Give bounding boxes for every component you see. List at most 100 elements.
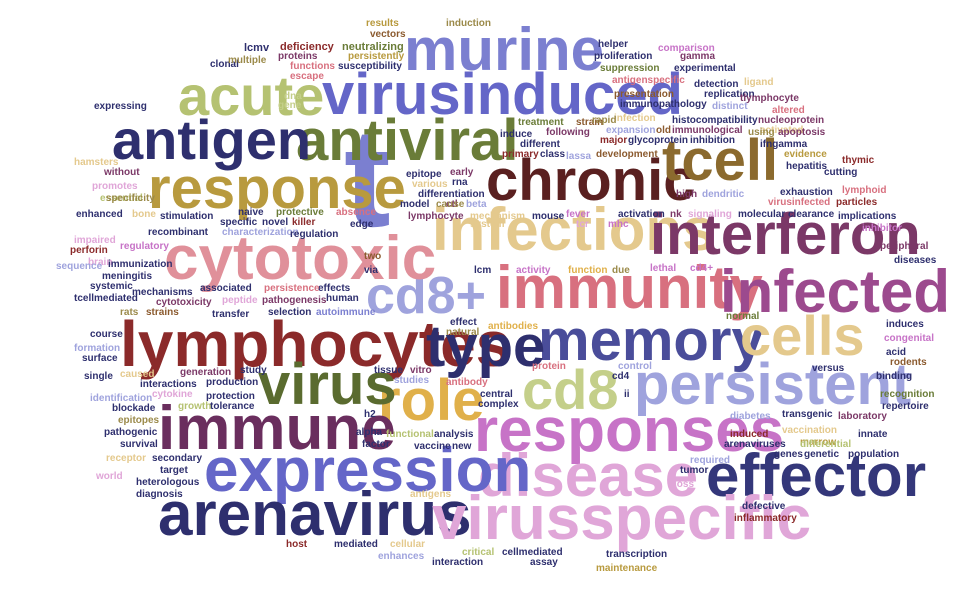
word-epitopes: epitopes	[118, 415, 160, 426]
word-helper: helper	[598, 39, 629, 50]
word-t: t	[344, 99, 391, 256]
word-cytotoxic: cytotoxic	[164, 224, 437, 293]
word-cutting: cutting	[824, 167, 858, 178]
word-system: system	[470, 219, 505, 230]
word-immunopathology: immunopathology	[620, 99, 707, 110]
word-peptide: peptide	[222, 295, 258, 306]
word-antigens: antigens	[410, 489, 452, 500]
word-presentation: presentation	[614, 89, 675, 100]
word-recombinant: recombinant	[148, 227, 209, 238]
word-response: response	[148, 156, 406, 221]
word-secondary: secondary	[152, 453, 203, 464]
word-multiple: multiple	[228, 55, 267, 66]
word-effects: effects	[318, 283, 351, 294]
word-inhibition: inhibition	[690, 135, 735, 146]
word-interaction: interaction	[432, 557, 484, 568]
word-sequence: sequence	[56, 261, 103, 272]
word-mouse: mouse	[532, 211, 565, 222]
word-thymic: thymic	[842, 155, 875, 166]
word-treatment: treatment	[518, 117, 564, 128]
word-tcr: tcr	[576, 219, 589, 230]
word-target: target	[160, 465, 188, 476]
word-lcm: lcm	[474, 265, 492, 276]
word-diagnosis: diagnosis	[136, 489, 183, 500]
word-murine: murine	[404, 16, 605, 83]
word-cellular: cellular	[390, 539, 426, 550]
word-studies: studies	[394, 375, 430, 386]
word-growth: growth	[178, 401, 212, 412]
word-analysis: analysis	[434, 429, 474, 440]
word-vaccination: vaccination	[782, 425, 838, 436]
word-hamsters: hamsters	[74, 157, 119, 168]
word-altered: altered	[772, 105, 805, 116]
word-clearance: clearance	[788, 209, 835, 220]
word-role: role	[378, 368, 485, 433]
word-molecular: molecular	[738, 209, 786, 220]
word-study: study	[240, 365, 267, 376]
word-various: various	[412, 179, 448, 190]
word-distinct: distinct	[712, 101, 748, 112]
word-new: new	[452, 441, 472, 452]
word-cd8: cd8	[522, 358, 619, 421]
word-apoptosis: apoptosis	[778, 127, 826, 138]
word-naive: naive	[238, 207, 264, 218]
word-receptor: receptor	[106, 453, 147, 464]
word-lymphoid: lymphoid	[842, 185, 887, 196]
word-surface: surface	[82, 353, 118, 364]
word-innate: innate	[858, 429, 888, 440]
word-acute: acute	[178, 64, 325, 127]
word-fever: fever	[566, 209, 590, 220]
word-model: model	[400, 199, 430, 210]
word-dna: dna	[284, 91, 302, 102]
word-gene: gene	[278, 100, 302, 111]
word-complex: complex	[478, 399, 519, 410]
word-dendritic: dendritic	[702, 189, 745, 200]
word-nk: nk	[670, 209, 682, 220]
word-formation: formation	[74, 343, 121, 354]
word-population: population	[848, 449, 900, 460]
word-cytotoxicity: cytotoxicity	[156, 297, 212, 308]
word-identification: identification	[90, 393, 153, 404]
word-normal: normal	[726, 311, 760, 322]
word-lassa: lassa	[566, 151, 592, 162]
word-vitro: vitro	[410, 365, 432, 376]
word-edge: edge	[350, 219, 374, 230]
word-implications: implications	[838, 211, 897, 222]
word-persistently: persistently	[348, 51, 405, 62]
word-essential: essential	[100, 193, 143, 204]
word-proliferation: proliferation	[594, 51, 653, 62]
word-characterization: characterization	[222, 227, 299, 238]
word-escape: escape	[290, 71, 324, 82]
word-expression: expression	[204, 436, 532, 505]
word-memory: memory	[538, 308, 764, 373]
word-tumor: tumor	[680, 465, 709, 476]
word-marrow: marrow	[800, 437, 837, 448]
word-beta: beta	[466, 199, 487, 210]
word-arenaviruses: arenaviruses	[724, 439, 786, 450]
word-perforin: perforin	[70, 245, 108, 256]
word-bone: bone	[132, 209, 156, 220]
word-vaccine: vaccine	[414, 441, 451, 452]
word-rapid: rapid	[592, 115, 617, 126]
word-type: type	[426, 314, 546, 379]
word-major: major	[600, 135, 628, 146]
word-suppression: suppression	[600, 63, 660, 74]
word-pathogenic: pathogenic	[104, 427, 158, 438]
word-proteins: proteins	[278, 51, 318, 62]
word-peripheral: peripheral	[880, 241, 929, 252]
word-immunological: immunological	[672, 125, 743, 136]
word-associated: associated	[200, 283, 252, 294]
word-genes: genes	[774, 449, 803, 460]
word-responses: responses	[474, 396, 785, 465]
word-genetic: genetic	[804, 449, 840, 460]
word-two: two	[364, 251, 382, 262]
word-loss: loss	[674, 479, 695, 490]
word-assay: assay	[530, 557, 558, 568]
word-rats: rats	[120, 307, 139, 318]
word-histocompatibility: histocompatibility	[672, 115, 758, 126]
word-enhances: enhances	[378, 551, 425, 562]
word-chronic: chronic	[486, 148, 696, 213]
word-specificity: specificity	[106, 193, 155, 204]
word-interactions: interactions	[140, 379, 197, 390]
word-comparison: comparison	[658, 43, 715, 54]
